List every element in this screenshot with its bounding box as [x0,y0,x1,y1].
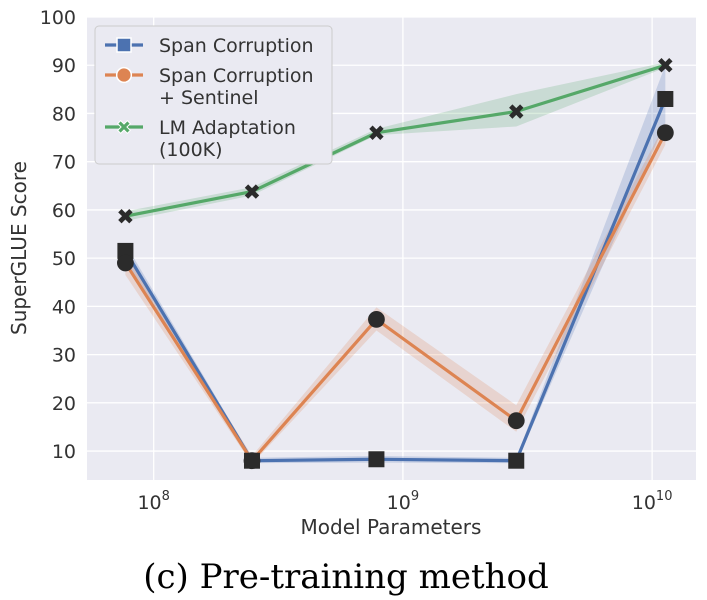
y-tick-label: 100 [40,7,76,29]
legend-label: (100K) [159,139,223,161]
y-tick-label: 50 [52,248,76,270]
y-axis-label: SuperGLUE Score [7,161,31,335]
x-tick-label: 1010 [632,489,673,514]
data-point-marker [368,451,385,468]
x-tick-label: 109 [387,489,419,514]
figure-caption: (c) Pre-training method [143,557,549,597]
legend-label: LM Adaptation [159,117,296,139]
y-tick-label: 10 [52,441,76,463]
data-point-marker [509,104,524,119]
confidence-band [125,123,666,465]
y-tick-label: 70 [52,152,76,174]
data-point-marker [243,452,261,470]
y-tick-label: 90 [52,55,76,77]
y-tick-label: 30 [52,345,76,367]
confidence-bands [125,62,666,465]
x-tick-label: 108 [137,489,169,514]
legend-swatch-marker [116,119,132,135]
data-point-marker [368,310,385,328]
legend-label: + Sentinel [159,87,259,109]
legend-label: Span Corruption [159,35,314,57]
legend-swatch-marker [115,66,133,84]
legend-swatch-marker [116,37,132,53]
y-tick-labels: 10 20 30 40 50 60 70 80 90 100 [40,7,76,463]
y-tick-label: 60 [52,200,76,222]
data-point-marker [369,125,384,140]
data-point-marker [244,184,260,199]
legend-box [94,25,333,165]
x-axis-label: Model Parameters [301,515,482,539]
confidence-band [125,62,666,222]
legend-label: Span Corruption [159,65,314,87]
data-point-marker [117,254,134,272]
data-point-marker [508,452,525,469]
y-tick-label: 80 [52,103,76,125]
data-point-marker [658,58,673,73]
x-tick-labels: 108 109 1010 [137,489,672,514]
data-point-marker [117,242,134,259]
data-point-marker [656,124,674,142]
data-point-marker [507,412,525,430]
y-tick-label: 40 [52,296,76,318]
y-tick-label: 20 [52,393,76,415]
series-markers [117,58,674,470]
data-point-marker [118,208,133,224]
data-point-marker [657,90,674,107]
